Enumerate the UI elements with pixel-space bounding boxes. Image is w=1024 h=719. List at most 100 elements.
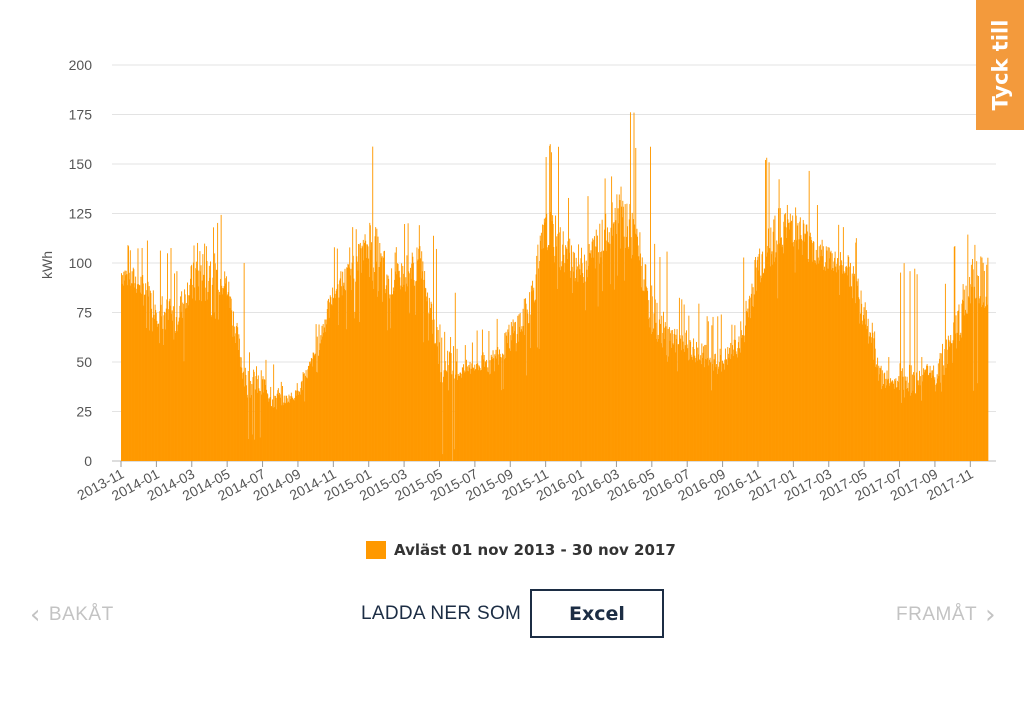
- chart-bar[interactable]: [431, 319, 433, 461]
- chart-bar[interactable]: [260, 391, 262, 461]
- chart-bar[interactable]: [414, 285, 416, 461]
- chart-bar[interactable]: [730, 354, 732, 461]
- chart-bar[interactable]: [376, 228, 378, 461]
- chart-bar[interactable]: [320, 335, 322, 461]
- chart-bar[interactable]: [895, 378, 897, 461]
- chart-bar[interactable]: [764, 269, 766, 461]
- chart-bar[interactable]: [683, 304, 685, 461]
- chart-bar[interactable]: [228, 281, 230, 461]
- chart-bar[interactable]: [657, 341, 659, 461]
- chart-bar[interactable]: [300, 387, 302, 461]
- chart-bar[interactable]: [566, 259, 568, 461]
- chart-bar[interactable]: [723, 363, 725, 461]
- chart-bar[interactable]: [395, 271, 397, 461]
- chart-bar[interactable]: [510, 335, 512, 461]
- chart-bar[interactable]: [236, 325, 237, 461]
- chart-bar[interactable]: [762, 251, 764, 461]
- chart-bar[interactable]: [339, 278, 341, 461]
- chart-bar[interactable]: [752, 306, 754, 461]
- chart-bar[interactable]: [325, 319, 327, 462]
- chart-bar[interactable]: [181, 317, 183, 461]
- chart-bar[interactable]: [519, 312, 521, 461]
- chart-bar[interactable]: [647, 319, 649, 461]
- chart-bar[interactable]: [934, 391, 936, 461]
- chart-bar[interactable]: [289, 402, 291, 461]
- chart-bar[interactable]: [769, 248, 771, 461]
- chart-bar[interactable]: [887, 380, 889, 461]
- chart-bar[interactable]: [297, 394, 299, 461]
- chart-bar[interactable]: [398, 271, 400, 461]
- chart-bar[interactable]: [487, 372, 489, 461]
- chart-bar[interactable]: [177, 324, 179, 461]
- chart-bar[interactable]: [507, 329, 509, 461]
- chart-bar[interactable]: [927, 374, 929, 461]
- chart-bar[interactable]: [134, 283, 136, 461]
- chart-bar[interactable]: [340, 286, 342, 461]
- chart-bar[interactable]: [560, 266, 562, 461]
- chart-bar[interactable]: [767, 245, 769, 461]
- chart-bar[interactable]: [791, 220, 792, 461]
- chart-bar[interactable]: [337, 284, 339, 461]
- chart-bar[interactable]: [825, 246, 827, 461]
- chart-bar[interactable]: [305, 370, 307, 461]
- chart-bar[interactable]: [304, 401, 306, 461]
- chart-bar[interactable]: [141, 247, 143, 461]
- chart-bar[interactable]: [561, 261, 563, 461]
- chart-bar[interactable]: [318, 324, 320, 461]
- chart-bar[interactable]: [904, 376, 906, 461]
- chart-bar[interactable]: [464, 345, 466, 461]
- chart-bar[interactable]: [167, 253, 168, 461]
- chart-bar[interactable]: [570, 277, 572, 461]
- chart-bar[interactable]: [851, 273, 853, 461]
- chart-bar[interactable]: [555, 215, 557, 461]
- chart-bar[interactable]: [292, 397, 293, 461]
- chart-bar[interactable]: [901, 368, 903, 461]
- chart-bar[interactable]: [597, 306, 599, 461]
- chart-bar[interactable]: [449, 353, 451, 461]
- chart-bar[interactable]: [733, 339, 735, 461]
- chart-bar[interactable]: [926, 365, 928, 461]
- chart-bar[interactable]: [530, 314, 532, 461]
- chart-bar[interactable]: [877, 357, 879, 461]
- chart-bar[interactable]: [954, 246, 956, 461]
- chart-bar[interactable]: [982, 262, 984, 461]
- chart-bar[interactable]: [696, 360, 698, 461]
- chart-bar[interactable]: [382, 257, 384, 461]
- chart-bar[interactable]: [804, 233, 806, 461]
- chart-bar[interactable]: [558, 267, 560, 461]
- chart-bar[interactable]: [178, 317, 180, 461]
- chart-bar[interactable]: [425, 296, 427, 461]
- chart-bar[interactable]: [172, 320, 174, 461]
- chart-bar[interactable]: [943, 374, 945, 461]
- chart-bar[interactable]: [330, 297, 332, 461]
- chart-bar[interactable]: [188, 295, 190, 461]
- chart-bar[interactable]: [605, 240, 607, 461]
- chart-bar[interactable]: [715, 367, 717, 461]
- chart-bar[interactable]: [217, 222, 219, 461]
- chart-bar[interactable]: [507, 332, 509, 461]
- chart-bar[interactable]: [147, 281, 149, 461]
- chart-bar[interactable]: [299, 394, 301, 461]
- chart-bar[interactable]: [703, 367, 705, 461]
- chart-bar[interactable]: [179, 305, 181, 461]
- chart-bar[interactable]: [895, 388, 897, 461]
- chart-bar[interactable]: [650, 146, 651, 461]
- chart-bar[interactable]: [428, 340, 430, 461]
- chart-bar[interactable]: [515, 351, 517, 461]
- chart-bar[interactable]: [436, 327, 438, 461]
- chart-bar[interactable]: [460, 373, 462, 461]
- chart-bar[interactable]: [900, 272, 902, 461]
- chart-bar[interactable]: [562, 244, 564, 461]
- chart-bar[interactable]: [155, 312, 157, 461]
- chart-bar[interactable]: [706, 359, 708, 461]
- chart-bar[interactable]: [527, 313, 529, 461]
- chart-bar[interactable]: [972, 258, 974, 461]
- chart-bar[interactable]: [647, 290, 649, 461]
- chart-bar[interactable]: [907, 391, 909, 461]
- chart-bar[interactable]: [899, 363, 901, 461]
- chart-bar[interactable]: [964, 315, 966, 461]
- chart-bar[interactable]: [410, 267, 411, 461]
- chart-bar[interactable]: [559, 227, 561, 461]
- chart-bar[interactable]: [973, 286, 975, 461]
- chart-bar[interactable]: [320, 339, 322, 461]
